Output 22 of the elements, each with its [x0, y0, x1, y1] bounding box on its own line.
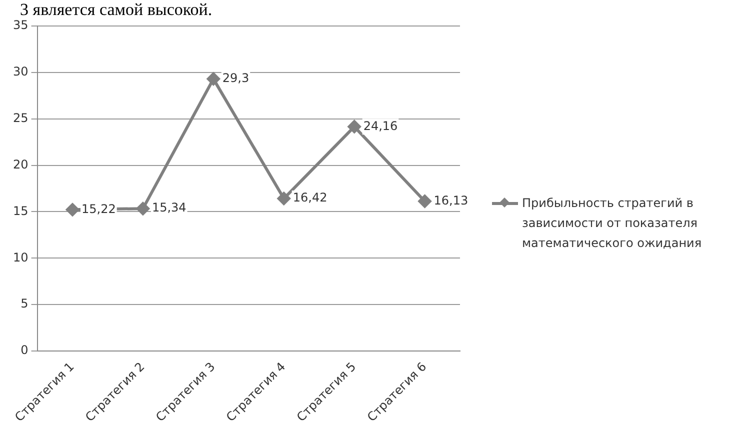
data-label: 24,16: [363, 118, 398, 133]
point: [348, 120, 361, 134]
point: [277, 192, 290, 206]
data-label: 29,3: [222, 71, 250, 86]
y-tick-label: 15: [12, 204, 28, 218]
data-label: 15,22: [81, 202, 116, 216]
data-label: 15,34: [152, 200, 186, 215]
point: [136, 202, 150, 216]
point: [66, 203, 79, 216]
point: [418, 194, 432, 208]
y-tick-label: 25: [12, 110, 28, 125]
y-tick-label: 30: [12, 64, 28, 79]
y-tick-label: 20: [12, 157, 28, 172]
legend-label: Прибыльность стратегий в зависимости от показателя математического ожидания: [522, 195, 703, 252]
data-label: 16,13: [434, 193, 468, 208]
text: 3 является самой высокой.: [20, 0, 212, 20]
y-tick-label: 35: [12, 18, 28, 32]
y-tick-label: 0: [20, 343, 28, 358]
y-tick-label: 10: [12, 250, 28, 264]
data-label: 16,42: [292, 190, 328, 205]
point: [206, 72, 220, 86]
y-tick-label: 5: [20, 296, 28, 311]
